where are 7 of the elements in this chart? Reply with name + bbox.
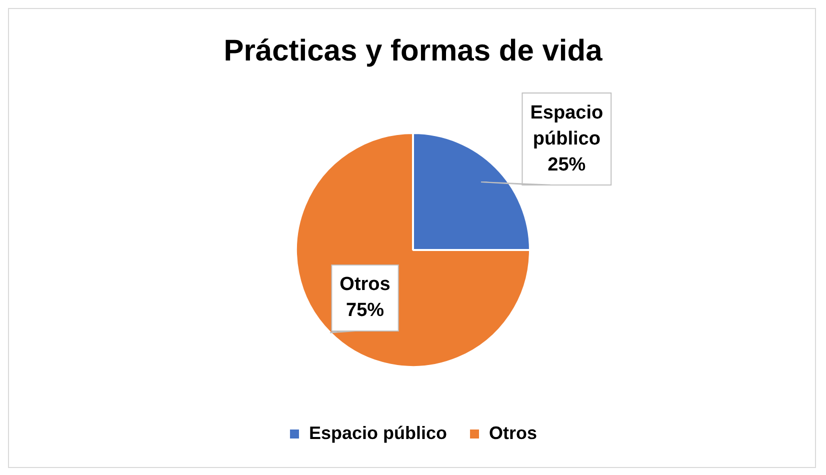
chart-title: Prácticas y formas de vida — [224, 34, 603, 68]
slice-label: Otros — [340, 274, 390, 296]
data-label: 75% — [346, 300, 384, 322]
legend-label: Otros — [489, 422, 538, 443]
legend-label: Espacio público — [308, 422, 448, 443]
slice-label: Espacio público — [530, 102, 604, 150]
data-label: 25% — [548, 154, 586, 176]
